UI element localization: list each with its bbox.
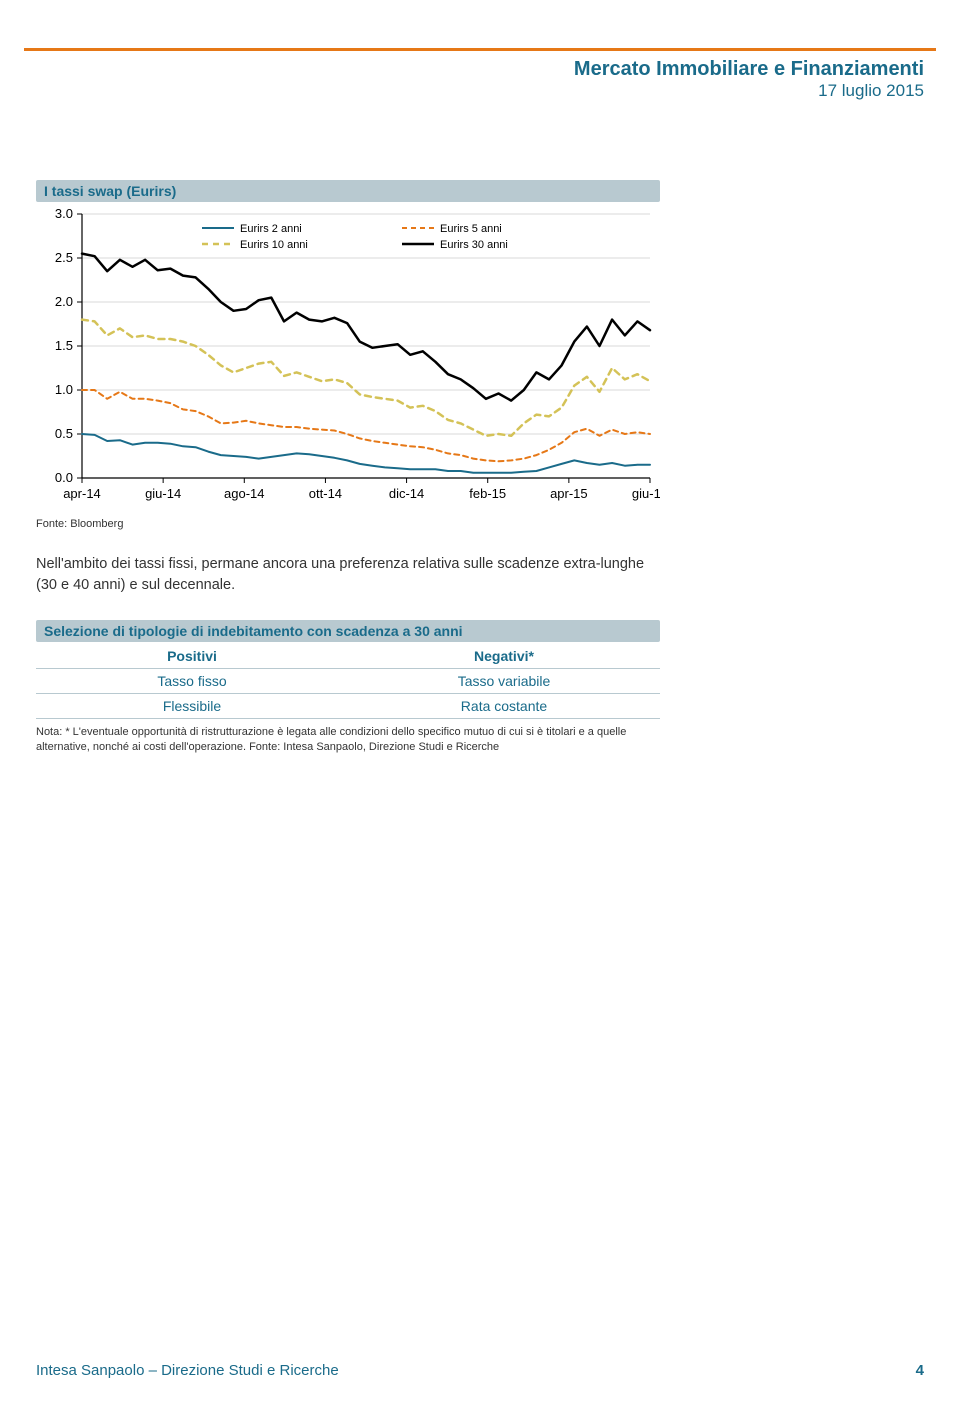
body-paragraph: Nell'ambito dei tassi fissi, permane anc… — [36, 554, 660, 596]
svg-text:apr-15: apr-15 — [550, 486, 588, 501]
content-area: I tassi swap (Eurirs) 0.0 0.5 1.0 1.5 2.0 2.5… — [36, 180, 660, 755]
svg-text:giu-15: giu-15 — [632, 486, 660, 501]
svg-text:Eurirs 30 anni: Eurirs 30 anni — [440, 239, 508, 251]
table-row: Positivi Negativi* — [36, 644, 660, 669]
table-cell: Rata costante — [348, 694, 660, 719]
table-cell: Tasso variabile — [348, 669, 660, 694]
eurirs-chart: 0.0 0.5 1.0 1.5 2.0 2.5 3.0 apr-14 giu-14 ago-14 o… — [36, 208, 660, 508]
footer: Intesa Sanpaolo – Direzione Studi e Rice… — [36, 1362, 924, 1379]
table-cell: Tasso fisso — [36, 669, 348, 694]
svg-text:ott-14: ott-14 — [309, 486, 342, 501]
header: Mercato Immobiliare e Finanziamenti 17 l… — [574, 58, 924, 101]
table-header-negative: Negativi* — [348, 644, 660, 669]
svg-text:ago-14: ago-14 — [224, 486, 264, 501]
table-header-positive: Positivi — [36, 644, 348, 669]
table-cell: Flessibile — [36, 694, 348, 719]
table-row: Flessibile Rata costante — [36, 694, 660, 719]
svg-text:2.5: 2.5 — [55, 250, 73, 265]
footer-text: Intesa Sanpaolo – Direzione Studi e Rice… — [36, 1362, 339, 1379]
svg-text:0.0: 0.0 — [55, 470, 73, 485]
svg-text:apr-14: apr-14 — [63, 486, 101, 501]
header-date: 17 luglio 2015 — [574, 81, 924, 101]
svg-text:giu-14: giu-14 — [145, 486, 181, 501]
selection-table-wrap: Selezione di tipologie di indebitamento … — [36, 620, 660, 755]
chart-title: I tassi swap (Eurirs) — [36, 180, 660, 202]
selection-table: Positivi Negativi* Tasso fisso Tasso var… — [36, 644, 660, 719]
page-number: 4 — [916, 1362, 924, 1379]
svg-text:Eurirs 10 anni: Eurirs 10 anni — [240, 239, 308, 251]
svg-text:1.0: 1.0 — [55, 382, 73, 397]
svg-text:0.5: 0.5 — [55, 426, 73, 441]
svg-text:1.5: 1.5 — [55, 338, 73, 353]
table-note: Nota: * L'eventuale opportunità di ristr… — [36, 725, 660, 755]
chart-source: Fonte: Bloomberg — [36, 518, 660, 530]
svg-text:Eurirs 5 anni: Eurirs 5 anni — [440, 223, 502, 235]
svg-text:3.0: 3.0 — [55, 208, 73, 221]
header-title: Mercato Immobiliare e Finanziamenti — [574, 58, 924, 81]
svg-text:2.0: 2.0 — [55, 294, 73, 309]
svg-text:Eurirs 2 anni: Eurirs 2 anni — [240, 223, 302, 235]
svg-text:dic-14: dic-14 — [389, 486, 424, 501]
svg-text:feb-15: feb-15 — [469, 486, 506, 501]
selection-table-title: Selezione di tipologie di indebitamento … — [36, 620, 660, 642]
chart-wrapper: 0.0 0.5 1.0 1.5 2.0 2.5 3.0 apr-14 giu-14 ago-14 o… — [36, 208, 660, 508]
table-row: Tasso fisso Tasso variabile — [36, 669, 660, 694]
top-accent-bar — [24, 48, 936, 51]
